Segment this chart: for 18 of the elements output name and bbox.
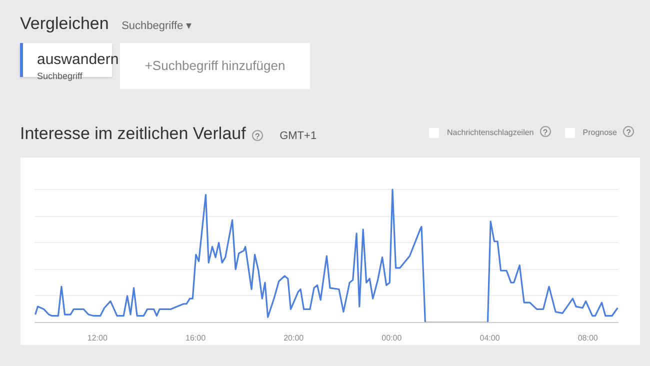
text: ? — [540, 126, 551, 137]
x-tick-label: 16:00 — [186, 334, 206, 342]
text: ? — [252, 130, 263, 141]
chart-subtitle: GMT+1 — [280, 130, 317, 142]
x-tick-label: 04:00 — [480, 334, 500, 342]
text: ? — [623, 126, 634, 137]
x-tick-label: 12:00 — [87, 334, 108, 342]
x-tick-label: 00:00 — [382, 334, 402, 342]
chart-title: Interesse im zeitlichen Verlauf — [20, 124, 246, 143]
x-tick-label: 20:00 — [284, 334, 304, 342]
legend-label: auswandern — [37, 50, 119, 70]
text: Vergleichen — [20, 14, 109, 33]
x-tick-label: 08:00 — [578, 334, 598, 342]
text: Suchbegriff — [37, 70, 84, 84]
text: +Suchbegriff hinzufügen — [120, 43, 310, 89]
text: Suchbegriffe ▾ — [122, 20, 192, 32]
text: Nachrichtenschlagzeilen — [447, 128, 534, 137]
text: Prognose — [582, 128, 617, 137]
